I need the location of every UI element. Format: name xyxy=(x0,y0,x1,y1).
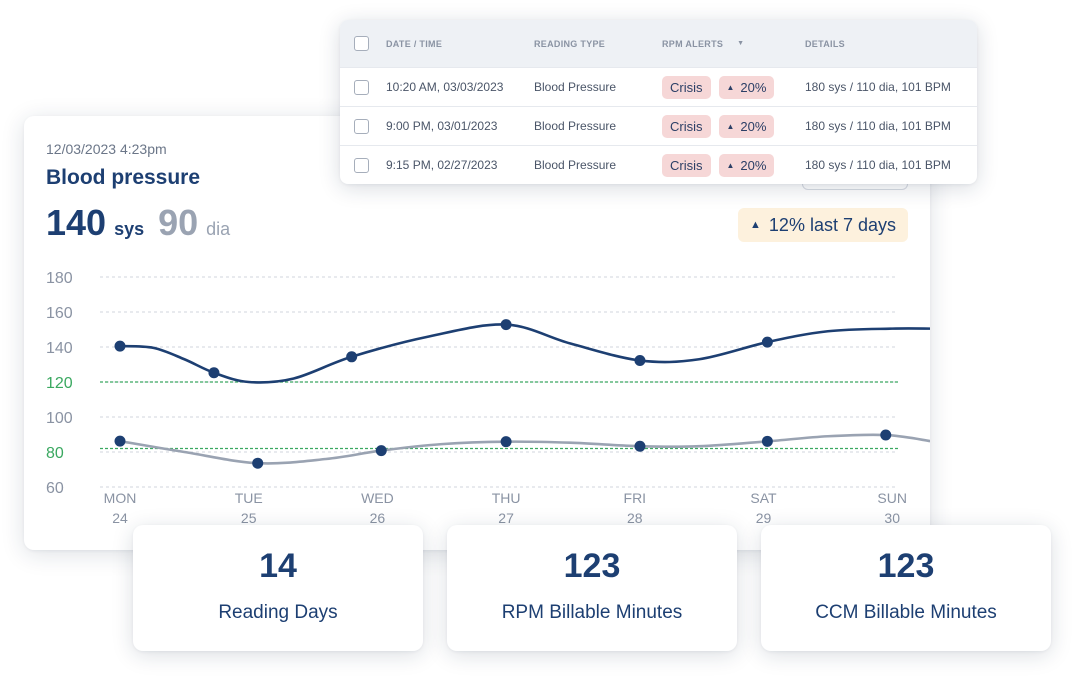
stat-card-reading-days: 14 Reading Days xyxy=(133,525,423,651)
stat-value: 123 xyxy=(877,547,935,585)
stat-label: RPM Billable Minutes xyxy=(501,602,683,623)
row-reading-type: Blood Pressure xyxy=(534,119,617,133)
change-value: 20% xyxy=(740,79,767,95)
y-tick-label: 180 xyxy=(46,270,73,287)
sys-data-point xyxy=(500,319,512,331)
dia-data-point xyxy=(761,435,773,447)
stat-label: CCM Billable Minutes xyxy=(815,602,997,623)
x-tick-day: THU xyxy=(492,490,521,506)
crisis-badge: Crisis xyxy=(662,75,711,99)
x-tick-day: FRI xyxy=(624,490,647,506)
stat-value: 123 xyxy=(563,547,621,585)
stat-card-ccm-minutes: 123 CCM Billable Minutes xyxy=(761,525,1051,651)
x-tick-day: SUN xyxy=(877,490,907,506)
y-tick-label: 160 xyxy=(46,305,73,322)
row-checkbox[interactable] xyxy=(354,79,369,95)
change-badge: ▲ 20% xyxy=(718,75,775,99)
dia-data-point xyxy=(252,457,264,469)
table-row[interactable]: 9:15 PM, 02/27/2023 Blood Pressure Crisis ▲… xyxy=(340,145,977,184)
header-date-time: DATE / TIME xyxy=(386,38,443,49)
y-tick-label: 60 xyxy=(46,480,64,497)
trend-badge: ▲ 12% last 7 days xyxy=(738,208,908,242)
stat-value: 14 xyxy=(259,547,297,585)
table-row[interactable]: 9:00 PM, 03/01/2023 Blood Pressure Crisis ▲… xyxy=(340,106,977,145)
systolic-unit: sys xyxy=(114,219,145,239)
change-value: 20% xyxy=(740,118,767,134)
row-checkbox[interactable] xyxy=(354,157,369,173)
trend-up-icon: ▲ xyxy=(726,82,735,92)
x-tick-date: 26 xyxy=(370,510,386,526)
stat-card-rpm-minutes: 123 RPM Billable Minutes xyxy=(447,525,737,651)
row-date-time: 9:15 PM, 02/27/2023 xyxy=(386,158,498,172)
rpm-alerts-table: DATE / TIME READING TYPE RPM ALERTS ▼ DE… xyxy=(340,20,977,184)
table-row[interactable]: 10:20 AM, 03/03/2023 Blood Pressure Crisis… xyxy=(340,67,977,106)
trend-up-icon: ▲ xyxy=(726,121,735,131)
sys-data-point xyxy=(346,351,358,363)
x-tick-date: 25 xyxy=(241,510,257,526)
reading-timestamp: 12/03/2023 4:23pm xyxy=(46,141,167,157)
select-all-checkbox[interactable] xyxy=(354,36,369,51)
change-badge: ▲ 20% xyxy=(718,153,775,177)
dia-data-point xyxy=(500,436,512,448)
diastolic-unit: dia xyxy=(206,219,231,239)
header-rpm-alerts[interactable]: RPM ALERTS ▼ xyxy=(662,20,744,67)
row-details: 180 sys / 110 dia, 101 BPM xyxy=(805,119,951,133)
change-badge: ▲ 20% xyxy=(718,114,775,138)
row-details: 180 sys / 110 dia, 101 BPM xyxy=(805,80,951,94)
blood-pressure-chart: 180 160 140 120 100 80 60 MON 24 TUE 25 WED 26 THU 27 F… xyxy=(46,270,930,526)
row-date-time: 10:20 AM, 03/03/2023 xyxy=(386,80,504,94)
x-tick-date: 30 xyxy=(884,510,900,526)
row-reading-type: Blood Pressure xyxy=(534,80,617,94)
x-tick-date: 27 xyxy=(498,510,514,526)
dia-data-point xyxy=(375,445,387,457)
y-tick-label: 100 xyxy=(46,410,73,427)
change-value: 20% xyxy=(740,157,767,173)
card-title: Blood pressure xyxy=(46,166,201,189)
x-tick-date: 28 xyxy=(627,510,643,526)
blood-pressure-card: 12/03/2023 4:23pm Blood pressure 140 sys… xyxy=(24,116,930,550)
diastolic-value: 90 xyxy=(158,202,199,243)
table-header: DATE / TIME READING TYPE RPM ALERTS ▼ DE… xyxy=(340,20,977,67)
x-tick-day: WED xyxy=(361,490,394,506)
dia-data-point xyxy=(634,440,646,452)
crisis-badge: Crisis xyxy=(662,114,711,138)
row-details: 180 sys / 110 dia, 101 BPM xyxy=(805,158,951,172)
sys-series-line xyxy=(118,323,930,384)
y-tick-label: 140 xyxy=(46,340,73,357)
x-tick-day: MON xyxy=(104,490,137,506)
sys-data-point xyxy=(761,336,773,348)
systolic-value: 140 xyxy=(46,202,107,243)
row-reading-type: Blood Pressure xyxy=(534,158,617,172)
trend-text: 12% last 7 days xyxy=(768,214,896,235)
crisis-badge: Crisis xyxy=(662,153,711,177)
x-tick-date: 29 xyxy=(756,510,772,526)
row-date-time: 9:00 PM, 03/01/2023 xyxy=(386,119,498,133)
trend-up-icon: ▲ xyxy=(750,219,761,231)
sort-caret-icon[interactable]: ▼ xyxy=(737,40,745,47)
dia-data-point xyxy=(880,429,892,441)
row-checkbox[interactable] xyxy=(354,118,369,134)
y-tick-label: 120 xyxy=(46,375,73,392)
x-tick-day: SAT xyxy=(750,490,777,506)
trend-up-icon: ▲ xyxy=(726,160,735,170)
dia-data-point xyxy=(114,435,126,447)
sys-data-point xyxy=(114,340,126,352)
header-reading-type: READING TYPE xyxy=(534,38,606,49)
current-reading: 140 sys 90 dia xyxy=(46,202,230,244)
header-details: DETAILS xyxy=(805,38,845,49)
x-tick-date: 24 xyxy=(112,510,128,526)
y-tick-label: 80 xyxy=(46,445,64,462)
header-rpm-alerts-label: RPM ALERTS xyxy=(662,38,724,49)
x-tick-day: TUE xyxy=(235,490,263,506)
stat-label: Reading Days xyxy=(218,602,338,623)
sys-data-point xyxy=(208,367,220,379)
sys-data-point xyxy=(634,354,646,366)
